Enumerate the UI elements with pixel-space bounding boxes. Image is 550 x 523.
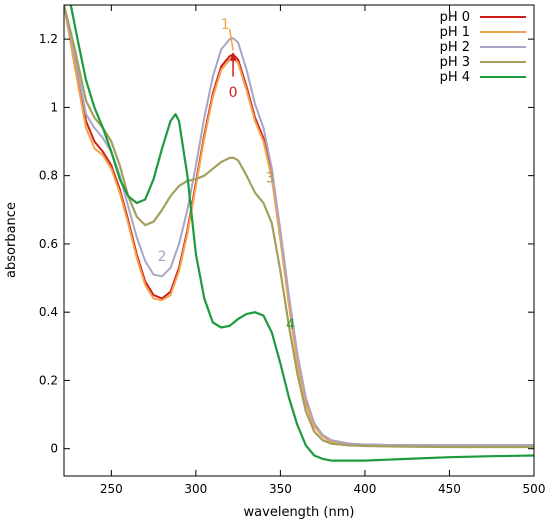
x-axis-tick-labels: 250 300 350 400 450 500 (100, 482, 546, 496)
annotation-label-ph2: 2 (158, 249, 167, 265)
plot-frame (63, 4, 535, 477)
legend-label-ph1: pH 1 (440, 25, 470, 40)
legend-label-ph2: pH 2 (440, 40, 470, 55)
y-tick-label: 1.2 (39, 32, 58, 46)
annotations: 1 0 2 3 4 (158, 17, 295, 333)
annotation-label-ph4: 4 (286, 317, 295, 333)
y-tick-label: 0 (50, 442, 58, 456)
legend-label-ph3: pH 3 (440, 55, 470, 70)
y-axis-tick-labels: 0 0.2 0.4 0.6 0.8 1 1.2 (39, 32, 58, 456)
annotation-label-ph3: 3 (266, 170, 275, 186)
x-axis-ticks (110, 5, 535, 476)
series-line-ph3 (64, 5, 534, 449)
x-tick-label: 300 (184, 482, 207, 496)
y-tick-label: 1 (50, 100, 58, 114)
legend-label-ph0: pH 0 (440, 10, 470, 25)
x-tick-label: 500 (523, 482, 546, 496)
series-line-ph4 (69, 5, 534, 462)
y-tick-label: 0.4 (39, 305, 58, 319)
x-tick-label: 250 (100, 482, 123, 496)
legend: pH 0 pH 1 pH 2 pH 3 pH 4 (440, 10, 526, 85)
x-tick-label: 350 (269, 482, 292, 496)
annotation-arrow-ph1 (228, 28, 234, 51)
y-tick-label: 0.8 (39, 169, 58, 183)
x-axis-title: wavelength (nm) (244, 505, 355, 520)
x-tick-label: 450 (438, 482, 461, 496)
annotation-arrowhead-ph0 (229, 52, 237, 61)
series-group (64, 5, 534, 462)
legend-label-ph4: pH 4 (440, 70, 470, 85)
y-axis-ticks (64, 38, 534, 450)
x-tick-label: 400 (353, 482, 376, 496)
annotation-label-ph1: 1 (221, 17, 230, 33)
y-axis-title: absorbance (4, 202, 19, 278)
y-tick-label: 0.6 (39, 237, 58, 251)
annotation-label-ph0: 0 (229, 85, 238, 101)
y-tick-label: 0.2 (39, 373, 58, 387)
series-line-ph1 (64, 5, 534, 448)
